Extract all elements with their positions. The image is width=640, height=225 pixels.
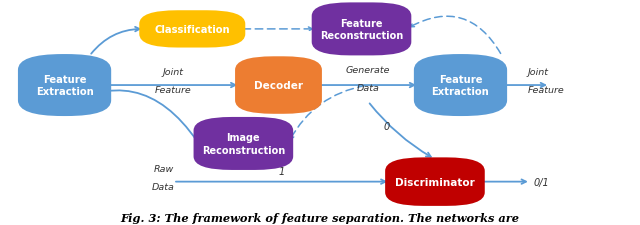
Text: Raw: Raw xyxy=(154,164,173,173)
FancyBboxPatch shape xyxy=(235,57,322,114)
Text: Data: Data xyxy=(356,83,380,92)
FancyBboxPatch shape xyxy=(18,55,111,117)
Text: 0: 0 xyxy=(384,121,390,131)
Text: Feature: Feature xyxy=(527,86,564,95)
FancyBboxPatch shape xyxy=(193,117,293,170)
FancyBboxPatch shape xyxy=(140,11,245,48)
Text: Joint: Joint xyxy=(527,68,548,77)
Text: 1: 1 xyxy=(278,166,285,176)
Text: Data: Data xyxy=(152,182,175,191)
Text: Feature
Extraction: Feature Extraction xyxy=(36,74,93,97)
FancyBboxPatch shape xyxy=(414,55,507,117)
Text: Classification: Classification xyxy=(154,25,230,35)
Text: Image
Reconstruction: Image Reconstruction xyxy=(202,133,285,155)
Text: Decoder: Decoder xyxy=(254,81,303,91)
Text: Generate: Generate xyxy=(346,65,390,74)
FancyBboxPatch shape xyxy=(385,158,484,206)
Text: Discriminator: Discriminator xyxy=(395,177,475,187)
Text: Feature
Extraction: Feature Extraction xyxy=(431,74,490,97)
FancyBboxPatch shape xyxy=(312,3,412,56)
Text: Joint: Joint xyxy=(163,68,184,77)
Text: Fig. 3: The framework of feature separation. The networks are: Fig. 3: The framework of feature separat… xyxy=(120,212,520,223)
Text: 0/1: 0/1 xyxy=(534,177,550,187)
Text: Feature
Reconstruction: Feature Reconstruction xyxy=(320,19,403,41)
Text: Feature: Feature xyxy=(155,86,191,95)
